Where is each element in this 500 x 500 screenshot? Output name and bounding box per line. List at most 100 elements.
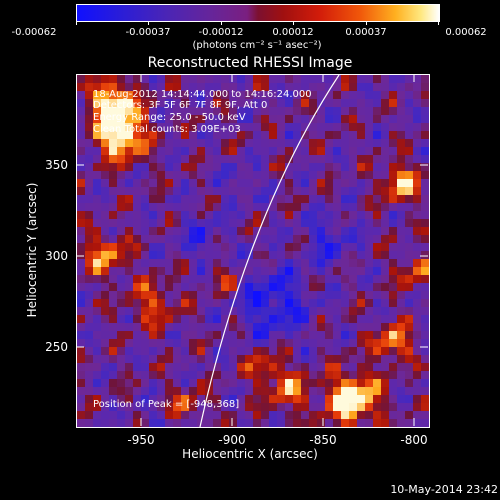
- heatmap-cell: [165, 267, 174, 276]
- heatmap-cell: [109, 355, 118, 364]
- heatmap-cell: [389, 267, 398, 276]
- heatmap-cell: [413, 267, 422, 276]
- heatmap-cell: [237, 155, 246, 164]
- heatmap-cell: [309, 403, 318, 412]
- heatmap-cell: [373, 331, 382, 340]
- heatmap-cell: [357, 123, 366, 132]
- heatmap-cell: [189, 155, 198, 164]
- heatmap-cell: [365, 299, 374, 308]
- heatmap-cell: [141, 115, 150, 124]
- heatmap-cell: [309, 251, 318, 260]
- heatmap-cell: [261, 355, 270, 364]
- heatmap-cell: [221, 307, 230, 316]
- heatmap-cell: [157, 371, 166, 380]
- heatmap-cell: [189, 267, 198, 276]
- heatmap-cell: [365, 403, 374, 412]
- heatmap-cell: [173, 83, 182, 92]
- heatmap-cell: [357, 115, 366, 124]
- heatmap-cell: [181, 131, 190, 140]
- heatmap-cell: [149, 123, 158, 132]
- heatmap-cell: [405, 387, 414, 396]
- heatmap-cell: [101, 387, 110, 396]
- heatmap-cell: [237, 227, 246, 236]
- heatmap-cell: [365, 363, 374, 372]
- heatmap-cell: [237, 115, 246, 124]
- heatmap-cell: [157, 219, 166, 228]
- heatmap-cell: [125, 267, 134, 276]
- heatmap-cell: [197, 179, 206, 188]
- heatmap-cell: [125, 363, 134, 372]
- heatmap-cell: [357, 195, 366, 204]
- heatmap-cell: [357, 99, 366, 108]
- heatmap-cell: [213, 267, 222, 276]
- heatmap-cell: [421, 219, 429, 228]
- heatmap-cell: [117, 347, 126, 356]
- heatmap-cell: [397, 387, 406, 396]
- heatmap-cell: [205, 235, 214, 244]
- heatmap-cell: [125, 115, 134, 124]
- heatmap-cell: [397, 147, 406, 156]
- heatmap-cell: [381, 411, 390, 420]
- heatmap-cell: [333, 75, 342, 84]
- heatmap-cell: [189, 187, 198, 196]
- heatmap-cell: [85, 139, 94, 148]
- heatmap-cell: [341, 347, 350, 356]
- heatmap-cell: [149, 219, 158, 228]
- heatmap-cell: [365, 331, 374, 340]
- heatmap-cell: [325, 131, 334, 140]
- heatmap-cell: [109, 83, 118, 92]
- heatmap-cell: [109, 267, 118, 276]
- heatmap-cell: [293, 83, 302, 92]
- heatmap-cell: [301, 211, 310, 220]
- heatmap-cell: [157, 163, 166, 172]
- heatmap-cell: [333, 259, 342, 268]
- heatmap-cell: [125, 379, 134, 388]
- heatmap-cell: [317, 131, 326, 140]
- heatmap-cell: [277, 323, 286, 332]
- heatmap-cell: [213, 211, 222, 220]
- heatmap-cell: [253, 179, 262, 188]
- heatmap-cell: [357, 331, 366, 340]
- heatmap-cell: [197, 403, 206, 412]
- heatmap-cell: [237, 179, 246, 188]
- heatmap-cell: [213, 107, 222, 116]
- heatmap-cell: [85, 243, 94, 252]
- heatmap-cell: [173, 179, 182, 188]
- heatmap-cell: [93, 379, 102, 388]
- heatmap-cell: [213, 163, 222, 172]
- heatmap-cell: [341, 147, 350, 156]
- heatmap-cell: [413, 75, 422, 84]
- heatmap-cell: [405, 299, 414, 308]
- heatmap-cell: [125, 163, 134, 172]
- heatmap-cell: [205, 107, 214, 116]
- heatmap-cell: [325, 195, 334, 204]
- heatmap-cell: [149, 227, 158, 236]
- heatmap-cell: [189, 211, 198, 220]
- heatmap-cell: [245, 419, 254, 427]
- heatmap-cell: [349, 403, 358, 412]
- heatmap-cell: [77, 147, 86, 156]
- heatmap-cell: [341, 219, 350, 228]
- heatmap-cell: [85, 171, 94, 180]
- heatmap-cell: [373, 235, 382, 244]
- heatmap-cell: [165, 99, 174, 108]
- heatmap-cell: [181, 91, 190, 100]
- heatmap-cell: [181, 155, 190, 164]
- heatmap-cell: [333, 251, 342, 260]
- heatmap-cell: [309, 243, 318, 252]
- heatmap-cell: [197, 91, 206, 100]
- heatmap-cell: [109, 203, 118, 212]
- heatmap-cell: [189, 403, 198, 412]
- heatmap-cell: [93, 219, 102, 228]
- heatmap-cell: [181, 387, 190, 396]
- heatmap-cell: [413, 243, 422, 252]
- heatmap-cell: [125, 155, 134, 164]
- heatmap-cell: [93, 403, 102, 412]
- heatmap-cell: [197, 131, 206, 140]
- heatmap-cell: [405, 107, 414, 116]
- heatmap-cell: [285, 171, 294, 180]
- heatmap-cell: [261, 203, 270, 212]
- heatmap-cell: [269, 291, 278, 300]
- heatmap-cell: [221, 275, 230, 284]
- heatmap-cell: [301, 411, 310, 420]
